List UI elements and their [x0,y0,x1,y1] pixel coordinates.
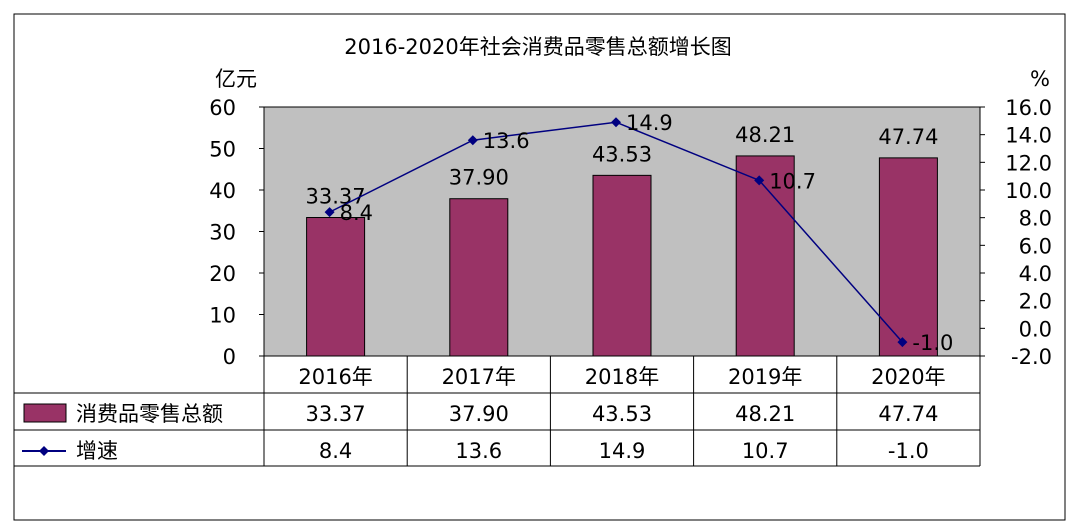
right-tick-label: 2.0 [1019,290,1052,314]
category-label: 2017年 [442,365,516,389]
table-row-label-growth: 增速 [76,439,118,463]
right-tick-label: 6.0 [1019,234,1052,258]
table-values-growth: 8.4 13.6 14.9 10.7 -1.0 [319,439,929,463]
right-tick-label: 10.0 [1005,179,1052,203]
growth-data-label: 14.9 [626,111,673,135]
growth-point [754,175,765,186]
table-cell: 33.37 [306,402,366,426]
left-axis: 0 10 20 30 40 50 60 [209,96,264,369]
bar-data-label: 47.74 [878,125,938,149]
bar-series [306,155,938,357]
table-grid [13,355,981,467]
right-tick-label: 12.0 [1005,151,1052,175]
bar-data-label: 37.90 [449,166,509,190]
table-cell: 47.74 [878,402,938,426]
bar-data-label: 33.37 [306,185,366,209]
growth-point [324,207,335,218]
bar [735,155,795,357]
category-label: 2016年 [298,365,372,389]
growth-data-label: 10.7 [769,169,816,193]
table-cell: 37.90 [449,402,509,426]
table-cell: 10.7 [742,439,789,463]
left-tick-label: 50 [209,138,236,162]
growth-point [467,135,478,146]
right-tick-label: 0.0 [1019,317,1052,341]
bar [878,157,938,357]
bar [449,198,509,357]
growth-point [897,337,908,348]
data-table: 2016年 2017年 2018年 2019年 2020年 消费品零售总额 增速 33.… [13,355,981,467]
category-label: 2018年 [585,365,659,389]
right-tick-label: 16.0 [1005,96,1052,120]
right-axis: -2.0 0.0 2.0 4.0 6.0 8.0 10.0 12.0 14.0 16.0 [980,96,1052,369]
left-axis-unit: 亿元 [215,67,257,91]
bar [306,217,366,357]
bar [592,174,652,357]
left-tick-label: 10 [209,304,236,328]
category-label: 2020年 [871,365,945,389]
bar-labels: 33.37 37.90 43.53 48.21 47.74 [306,123,939,209]
right-axis-unit: % [1030,67,1050,91]
growth-data-label: 13.6 [483,129,530,153]
table-category-row: 2016年 2017年 2018年 2019年 2020年 [298,365,945,389]
growth-data-label: -1.0 [912,331,953,355]
chart-title: 2016-2020年社会消费品零售总额增长图 [344,35,731,59]
legend-bar-swatch-icon [23,403,67,423]
right-tick-label: 14.0 [1005,124,1052,148]
right-tick-label: -2.0 [1011,345,1052,369]
table-row-label-sales: 消费品零售总额 [76,402,223,426]
bar-data-label: 43.53 [592,142,652,166]
line-series: 8.4 13.6 14.9 10.7 -1.0 [324,111,953,355]
right-tick-label: 8.0 [1019,207,1052,231]
right-tick-label: 4.0 [1019,262,1052,286]
left-tick-label: 30 [209,221,236,245]
left-tick-label: 20 [209,262,236,286]
table-cell: 13.6 [455,439,502,463]
table-cell: 14.9 [599,439,646,463]
table-cell: 8.4 [319,439,352,463]
growth-data-label: 8.4 [340,201,373,225]
legend-diamond-marker-icon [39,446,49,456]
left-tick-label: 40 [209,179,236,203]
table-cell: -1.0 [888,439,929,463]
left-tick-label: 0 [223,345,236,369]
growth-point [611,117,621,128]
left-tick-label: 60 [209,96,236,120]
table-cell: 43.53 [592,402,652,426]
table-cell: 48.21 [735,402,795,426]
bar-data-label: 48.21 [735,123,795,147]
category-label: 2019年 [728,365,802,389]
table-values-sales: 33.37 37.90 43.53 48.21 47.74 [306,402,939,426]
